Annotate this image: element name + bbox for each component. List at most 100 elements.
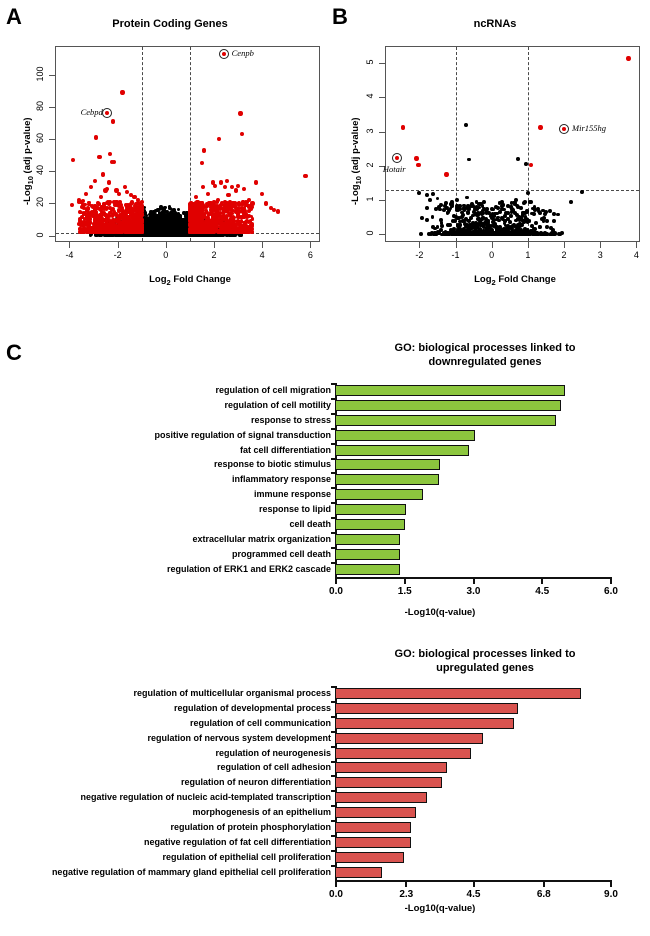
red-chart-title-line2: upregulated genes xyxy=(436,661,534,674)
y-tick-mark xyxy=(49,139,55,141)
data-point-significant xyxy=(188,230,192,234)
data-point-significant xyxy=(79,204,84,209)
data-point-nonsignificant xyxy=(232,233,236,238)
x-axis-title-text: Log xyxy=(149,274,167,285)
data-point-significant xyxy=(208,211,213,216)
data-point-significant xyxy=(116,225,121,230)
x-tick-label: -4 xyxy=(65,250,74,260)
data-point-significant xyxy=(220,229,225,234)
threshold-line-vertical xyxy=(141,47,143,241)
data-point-nonsignificant xyxy=(151,210,156,214)
data-point-nonsignificant xyxy=(161,211,165,215)
data-point-nonsignificant xyxy=(160,224,165,228)
data-point-nonsignificant xyxy=(164,233,168,238)
data-point-nonsignificant xyxy=(169,226,173,231)
x-tick-mark xyxy=(69,242,71,248)
y-tick-label: 100 xyxy=(35,66,45,82)
data-point-significant xyxy=(235,226,240,231)
data-point-significant xyxy=(107,213,111,218)
data-point-nonsignificant xyxy=(174,215,178,220)
data-point-significant xyxy=(84,208,89,213)
data-point-significant xyxy=(200,206,205,210)
data-point-significant xyxy=(243,211,248,216)
green-chart-title-line2: downregulated genes xyxy=(428,355,542,368)
x-tick-mark xyxy=(117,242,119,248)
data-point-significant xyxy=(120,220,125,225)
x-tick-mark xyxy=(262,242,264,248)
panel-a-title: Protein Coding Genes xyxy=(112,18,228,30)
x-tick-label: 0 xyxy=(163,250,169,260)
y-axis-title-text: -Log xyxy=(350,184,361,205)
data-point-nonsignificant xyxy=(181,211,186,215)
data-point-significant xyxy=(104,206,109,211)
x-tick-label: -2 xyxy=(113,250,122,260)
y-tick-mark xyxy=(49,171,55,173)
y-tick-label: 60 xyxy=(35,133,45,144)
panel-letter-a: A xyxy=(6,4,22,29)
red-chart-title: GO: biological processes linked to upreg… xyxy=(345,648,625,676)
y-tick-mark xyxy=(49,235,55,237)
red-chart-x-axis-title: -Log10(q-value) xyxy=(404,903,476,914)
panel-letter-b: B xyxy=(332,4,348,29)
data-point-nonsignificant xyxy=(176,232,180,237)
x-axis-title-sub: 2 xyxy=(166,277,171,287)
data-point-significant xyxy=(126,202,130,207)
panel-b-title: ncRNAs xyxy=(473,18,517,30)
data-point-significant xyxy=(241,200,245,205)
x-tick-mark xyxy=(214,242,215,248)
data-point-nonsignificant xyxy=(156,225,160,229)
threshold-line-vertical xyxy=(189,47,191,241)
data-point-significant xyxy=(102,218,106,222)
red-chart-title-line1: GO: biological processes linked to xyxy=(394,648,576,660)
data-point-nonsignificant xyxy=(169,210,173,215)
y-axis-title-sub: 10 xyxy=(25,176,35,185)
data-point-significant xyxy=(213,208,218,212)
data-point-significant xyxy=(110,207,115,212)
y-tick-mark xyxy=(49,203,55,205)
x-tick-label: 6 xyxy=(307,250,313,260)
data-point-significant xyxy=(93,204,98,209)
data-point-nonsignificant xyxy=(169,219,173,224)
data-point-nonsignificant xyxy=(156,215,161,220)
panel-letter-c: C xyxy=(6,340,22,365)
data-point-significant xyxy=(219,200,224,205)
y-tick-label: 0 xyxy=(35,232,45,238)
x-tick-label: 4 xyxy=(259,250,265,260)
y-axis-title-sub: 10 xyxy=(353,176,363,185)
y-axis-title-text: -Log xyxy=(22,184,33,205)
panel-b-y-axis-title: -Log10 (adj p-value) xyxy=(350,117,363,205)
data-point-nonsignificant xyxy=(174,228,179,232)
data-point-nonsignificant xyxy=(155,232,160,236)
data-point-nonsignificant xyxy=(143,232,147,237)
y-tick-mark xyxy=(49,74,55,76)
x-tick-mark xyxy=(310,242,312,248)
green-chart-title: GO: biological processes linked to downr… xyxy=(345,342,625,370)
x-tick-label: 2 xyxy=(211,250,217,260)
x-axis-title-suffix: Fold Change xyxy=(495,274,556,285)
y-tick-label: 80 xyxy=(35,101,45,112)
data-point-nonsignificant xyxy=(165,213,170,217)
data-point-significant xyxy=(231,217,236,221)
panel-b-x-axis-title: Log2 Fold Change xyxy=(455,274,575,287)
panel-a-x-axis-title: Log2 Fold Change xyxy=(130,274,250,287)
green-chart-title-line1: GO: biological processes linked to xyxy=(394,342,576,354)
data-point-nonsignificant xyxy=(143,211,148,215)
data-point-significant xyxy=(221,209,226,214)
y-axis-title-suffix: (adj p-value) xyxy=(22,117,33,177)
data-point-significant xyxy=(240,214,245,219)
data-point-significant xyxy=(84,228,89,233)
y-axis-title-suffix: (adj p-value) xyxy=(350,117,361,177)
y-tick-label: 20 xyxy=(35,197,45,208)
x-tick-mark xyxy=(165,242,167,248)
green-chart-x-axis-title: -Log10(q-value) xyxy=(404,607,476,618)
data-point-significant xyxy=(130,200,134,204)
data-point-nonsignificant xyxy=(153,222,157,226)
data-point-significant xyxy=(200,216,204,221)
data-point-significant xyxy=(203,223,208,228)
data-point-nonsignificant xyxy=(147,226,152,230)
data-point-nonsignificant xyxy=(162,229,167,233)
data-point-significant xyxy=(224,206,229,210)
y-tick-label: 40 xyxy=(35,165,45,176)
panel-a-y-axis-title: -Log10 (adj p-value) xyxy=(22,117,35,205)
x-axis-title-text: Log xyxy=(474,274,492,285)
